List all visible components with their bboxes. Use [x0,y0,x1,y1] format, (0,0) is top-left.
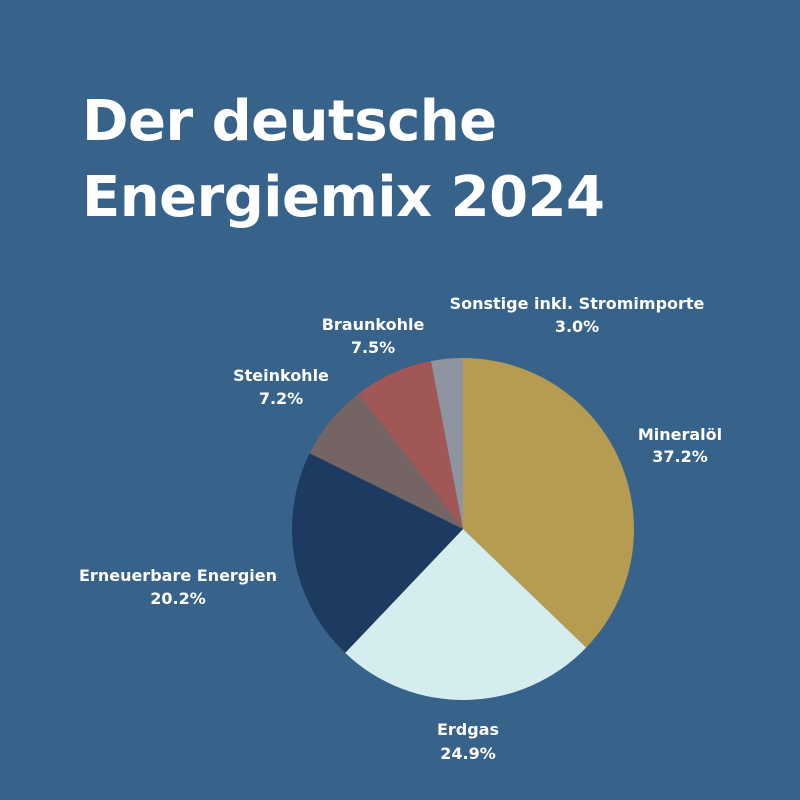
slice-erdgas [345,529,587,700]
label-steinkohle-value: 7.2% [259,389,303,408]
chart-title: Der deutsche Energiemix 2024 [82,84,605,236]
label-mineraloel-name: Mineralöl [638,425,722,444]
label-mineraloel-value: 37.2% [652,447,708,466]
label-sonstige-name: Sonstige inkl. Stromimporte [450,294,705,313]
slice-braunkohle [358,361,463,529]
label-braunkohle-name: Braunkohle [322,315,425,334]
chart-title-line-2: Energiemix 2024 [82,165,605,230]
label-erdgas-value: 24.9% [440,744,496,763]
label-sonstige-value: 3.0% [555,317,599,336]
chart-title-line-1: Der deutsche [82,89,497,154]
slice-erneuerbare-energien [291,453,463,653]
label-erneuerbare-name: Erneuerbare Energien [79,566,277,585]
pie-labels: Mineralöl 37.2% Erdgas 24.9% Erneuerbare… [79,294,722,763]
slice-steinkohle [309,393,463,529]
slice-mineraloel [463,358,634,648]
slice-sonstige [430,358,463,529]
label-steinkohle-name: Steinkohle [233,366,329,385]
label-erneuerbare-value: 20.2% [150,589,206,608]
pie-slices [291,358,634,700]
label-braunkohle-value: 7.5% [351,338,395,357]
label-erdgas-name: Erdgas [437,720,499,739]
